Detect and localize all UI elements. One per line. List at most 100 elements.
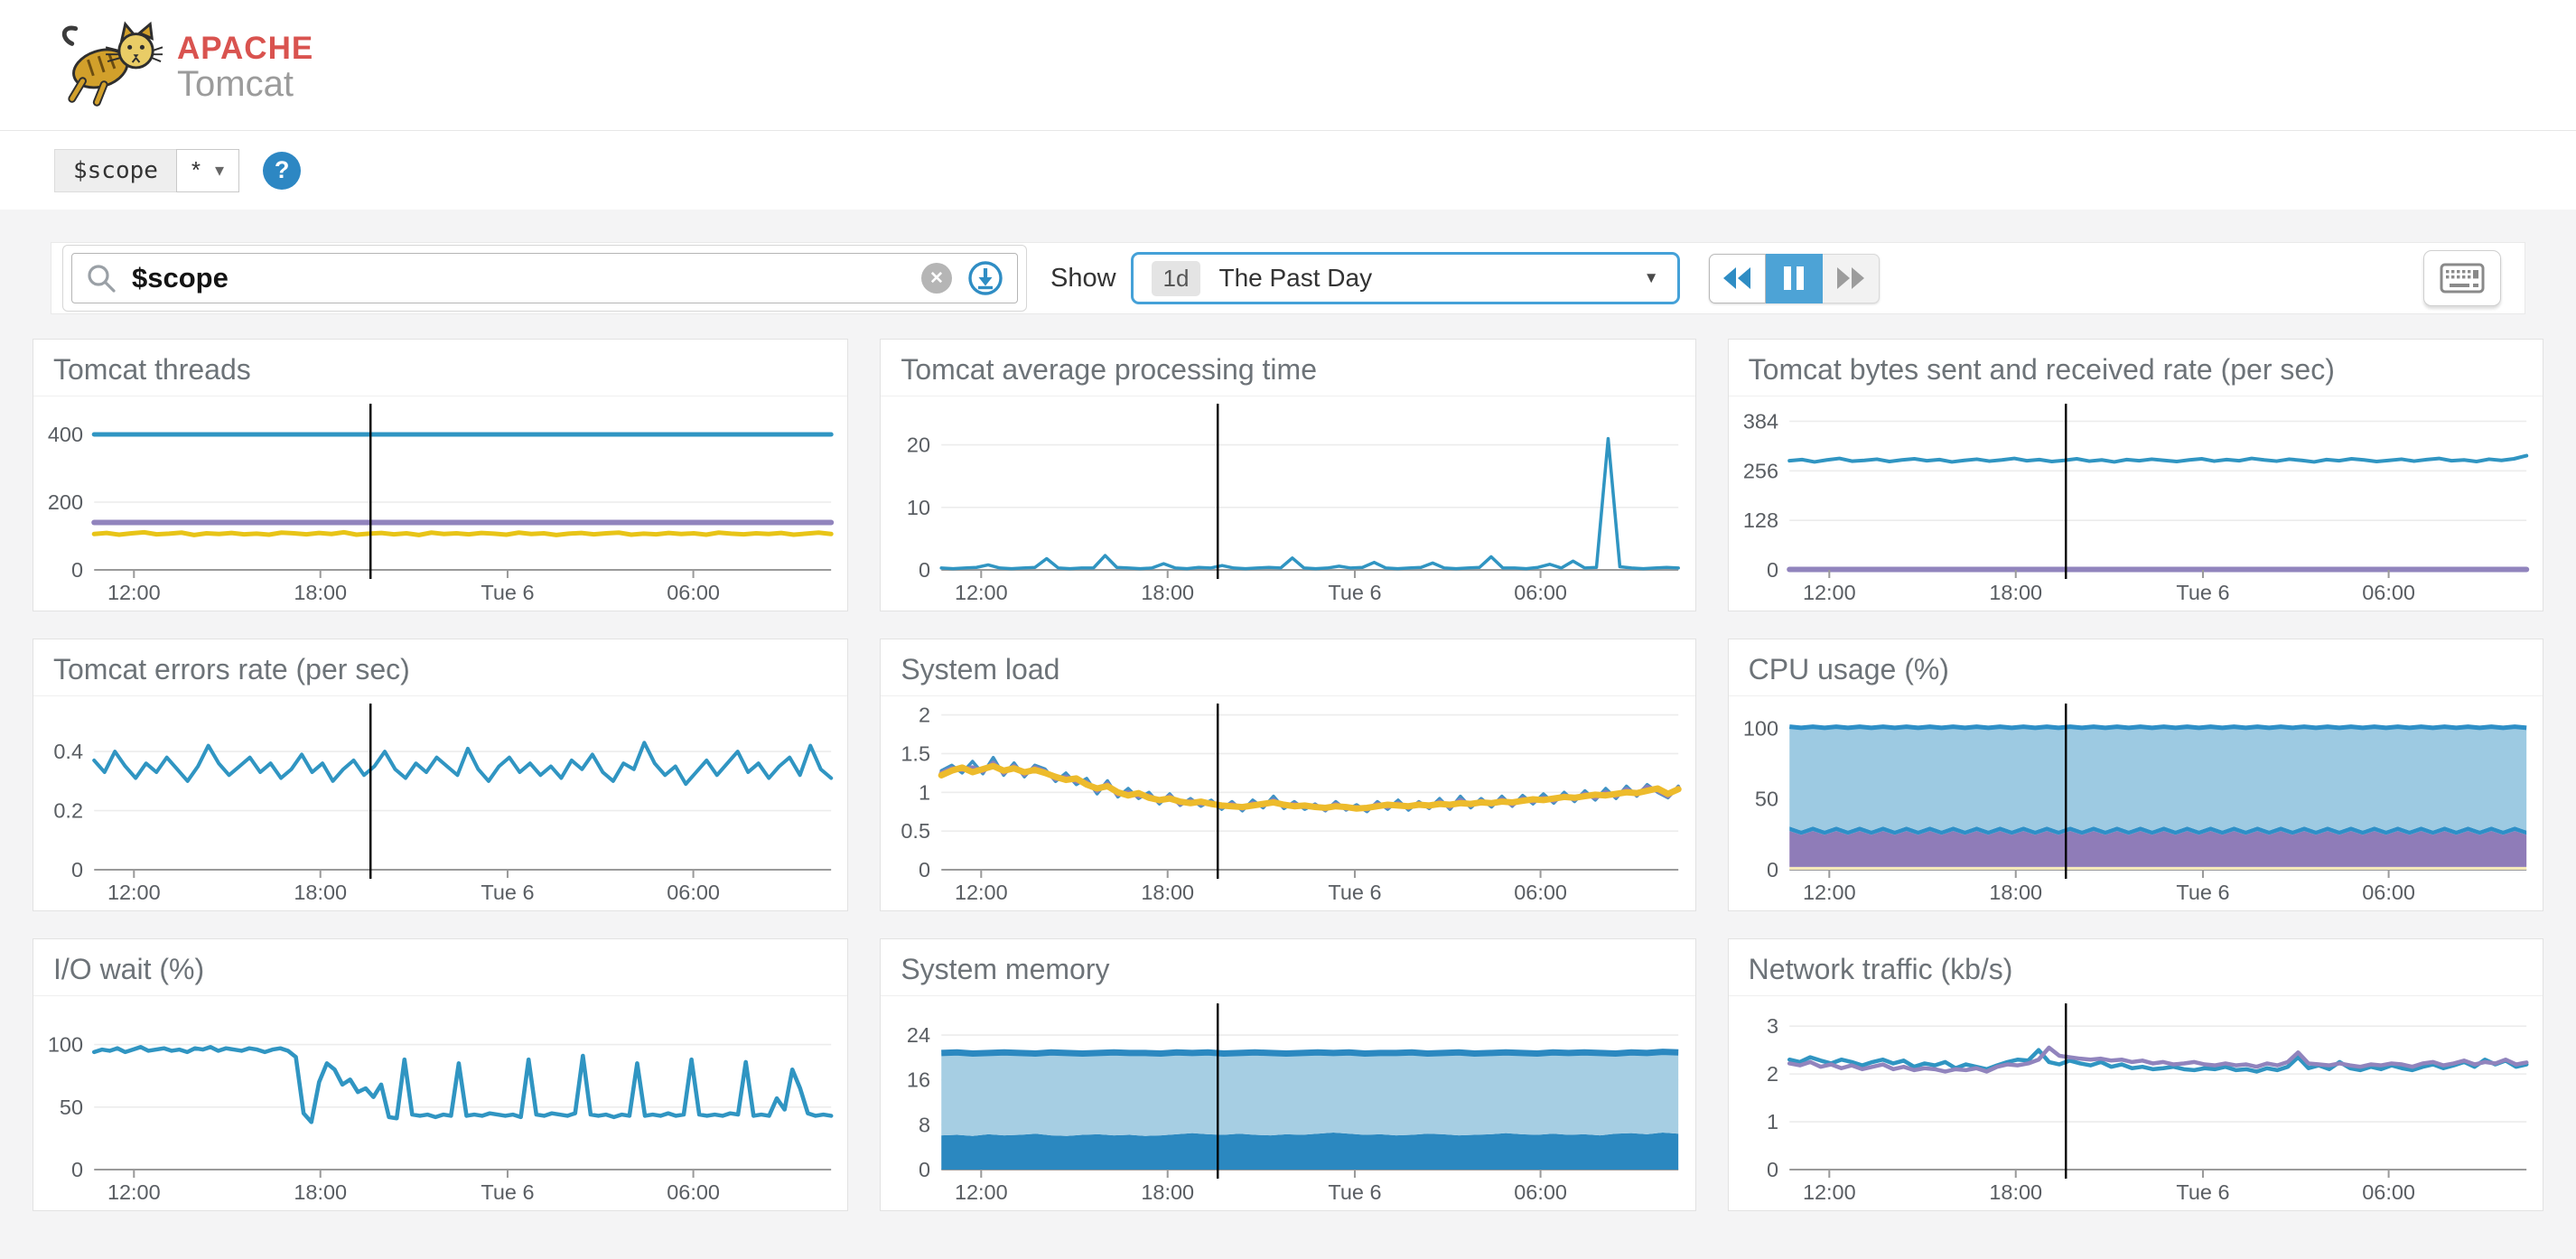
svg-text:50: 50 [1755,788,1778,811]
svg-text:400: 400 [48,423,83,446]
svg-text:Tue 6: Tue 6 [481,1180,534,1204]
svg-text:12:00: 12:00 [1803,581,1856,604]
search-value: $scope [132,262,229,294]
svg-text:12:00: 12:00 [107,881,161,904]
chart-title: I/O wait (%) [33,939,848,996]
svg-text:384: 384 [1743,410,1778,434]
brand-apache: APACHE [177,30,314,66]
chart-canvas[interactable]: 0 1 2 3 12:00 18:00 Tue 6 06:00 [1729,996,2543,1210]
svg-text:0: 0 [71,858,83,881]
pause-icon [1784,266,1805,290]
tomcat-cat-icon [61,21,163,107]
keyboard-shortcuts-button[interactable] [2423,250,2501,306]
svg-text:0: 0 [71,1158,83,1181]
svg-text:12:00: 12:00 [1803,1180,1856,1204]
header: APACHE Tomcat [0,0,2576,131]
rewind-button[interactable] [1708,253,1766,303]
svg-text:50: 50 [60,1096,83,1119]
svg-text:1: 1 [919,780,930,804]
chevron-down-icon: ▾ [215,161,225,181]
svg-text:06:00: 06:00 [1515,581,1568,604]
chart-panel-network-traffic: Network traffic (kb/s) 0 1 2 3 12:00 18:00 Tue… [1727,938,2543,1211]
fast-forward-button[interactable] [1822,253,1880,303]
time-range-select[interactable]: 1d The Past Day ▼ [1130,252,1680,304]
chart-title: Network traffic (kb/s) [1728,939,2543,996]
svg-text:06:00: 06:00 [667,1180,720,1204]
svg-text:18:00: 18:00 [1989,1180,2042,1204]
svg-text:0: 0 [919,558,930,582]
dashboard-content: $scope ✕ Show 1d The Past Day ▼ [0,210,2576,1259]
chart-canvas[interactable]: 0 0.2 0.4 12:00 18:00 Tue 6 06:00 [33,696,847,910]
svg-text:Tue 6: Tue 6 [481,881,534,904]
svg-text:1.5: 1.5 [901,742,931,766]
transport-controls [1708,253,1880,303]
chart-title: Tomcat threads [33,340,848,396]
svg-text:18:00: 18:00 [294,581,347,604]
scope-label-text: $scope [73,156,158,184]
svg-text:06:00: 06:00 [2362,881,2415,904]
chart-canvas[interactable]: 0 200 400 12:00 18:00 Tue 6 06:00 [33,396,847,611]
scope-row: $scope * ▾ ? [0,131,2576,210]
svg-text:06:00: 06:00 [2362,1180,2415,1204]
svg-text:100: 100 [48,1033,83,1057]
chevron-down-icon: ▼ [1643,269,1659,286]
svg-text:12:00: 12:00 [955,881,1008,904]
brand-tomcat: Tomcat [177,64,294,105]
help-icon[interactable]: ? [263,151,302,190]
svg-text:0.4: 0.4 [53,740,83,763]
scope-value-select[interactable]: * ▾ [175,148,240,192]
svg-text:18:00: 18:00 [1142,1180,1195,1204]
svg-text:12:00: 12:00 [107,581,161,604]
chart-panel-system-memory: System memory 0 8 16 24 12:00 18:00 Tue 6 06:00 [880,938,1696,1211]
scope-label: $scope [54,148,176,192]
svg-text:12:00: 12:00 [955,1180,1008,1204]
chart-title: Tomcat errors rate (per sec) [33,639,848,696]
svg-text:0: 0 [919,858,930,881]
svg-text:06:00: 06:00 [667,881,720,904]
svg-text:8: 8 [919,1114,930,1137]
svg-text:20: 20 [907,434,930,457]
svg-text:256: 256 [1743,459,1778,482]
chart-canvas[interactable]: 0 50 100 12:00 18:00 Tue 6 06:00 [1729,696,2543,910]
apache-tomcat-logo: APACHE Tomcat [58,20,313,110]
svg-text:06:00: 06:00 [1515,881,1568,904]
fast-forward-icon [1836,267,1864,289]
range-value: The Past Day [1218,264,1373,292]
pause-button[interactable] [1765,253,1823,303]
chart-canvas[interactable]: 0 128 256 384 12:00 18:00 Tue 6 06:00 [1729,396,2543,611]
chart-canvas[interactable]: 0 50 100 12:00 18:00 Tue 6 06:00 [33,996,847,1210]
chart-title: System memory [881,939,1695,996]
svg-text:12:00: 12:00 [107,1180,161,1204]
download-arrow-icon [968,261,1003,295]
toolbar: $scope ✕ Show 1d The Past Day ▼ [51,242,2525,314]
svg-text:18:00: 18:00 [294,881,347,904]
chart-panel-system-load: System load 0 0.5 1 1.5 2 12:00 18:00 Tue 6 06:0… [880,639,1696,911]
svg-text:2: 2 [1767,1062,1778,1086]
svg-text:12:00: 12:00 [955,581,1008,604]
chart-title: Tomcat average processing time [881,340,1695,396]
chart-panel-bytes-rate: Tomcat bytes sent and received rate (per… [1727,339,2543,611]
chart-canvas[interactable]: 0 0.5 1 1.5 2 12:00 18:00 Tue 6 06:00 [881,696,1694,910]
download-icon[interactable] [966,259,1004,297]
chart-panel-processing-time: Tomcat average processing time 0 10 20 12:0… [880,339,1696,611]
keyboard-icon [2440,263,2485,294]
search-icon [88,265,116,293]
svg-text:Tue 6: Tue 6 [1329,881,1382,904]
svg-text:06:00: 06:00 [1515,1180,1568,1204]
chart-panel-io-wait: I/O wait (%) 0 50 100 12:00 18:00 Tue 6 06:00 [33,938,849,1211]
chart-canvas[interactable]: 0 8 16 24 12:00 18:00 Tue 6 06:00 [881,996,1694,1210]
clear-search-icon[interactable]: ✕ [921,263,952,294]
svg-text:Tue 6: Tue 6 [1329,581,1382,604]
chart-canvas[interactable]: 0 10 20 12:00 18:00 Tue 6 06:00 [881,396,1694,611]
svg-text:128: 128 [1743,508,1778,532]
chart-panel-tomcat-threads: Tomcat threads 0 200 400 12:00 18:00 Tue 6 06:… [33,339,849,611]
scope-value-text: * [191,156,201,183]
svg-text:2: 2 [919,704,930,727]
svg-text:Tue 6: Tue 6 [2176,881,2229,904]
svg-text:0.2: 0.2 [53,799,83,823]
svg-text:06:00: 06:00 [667,581,720,604]
svg-text:18:00: 18:00 [1142,881,1195,904]
svg-text:1: 1 [1767,1110,1778,1133]
search-input[interactable]: $scope ✕ [71,253,1018,303]
svg-text:0.5: 0.5 [901,819,931,843]
